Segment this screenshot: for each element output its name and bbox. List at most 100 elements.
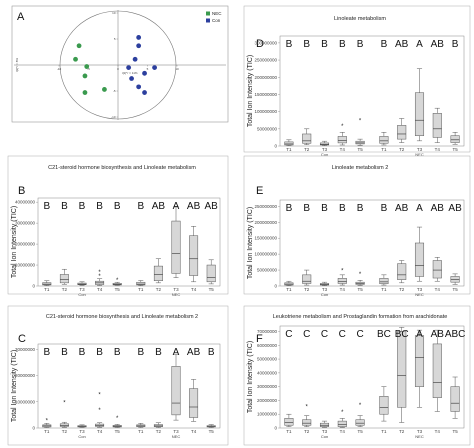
x-tick-label: T5 xyxy=(452,429,458,434)
significance-letter: B xyxy=(357,203,364,214)
y-tick-label: 30000000 xyxy=(15,347,36,352)
significance-letter: A xyxy=(173,347,180,358)
y-tick-label: 200000000 xyxy=(254,75,277,80)
y-axis-title: Total Ion Intensity (TIC) xyxy=(11,350,18,422)
y-tick-label: 40000000 xyxy=(15,200,36,205)
significance-letter: B xyxy=(357,39,364,50)
significance-letter: B xyxy=(61,347,68,358)
box xyxy=(450,276,460,283)
pca-point-con xyxy=(142,70,147,76)
significance-letter: C xyxy=(285,329,292,340)
outlier-marker: * xyxy=(359,403,362,409)
box xyxy=(136,281,146,286)
x-tick-label: T3 xyxy=(322,287,328,292)
x-tick-label: T5 xyxy=(452,147,458,152)
significance-letter: B xyxy=(96,201,103,212)
panel-label-f: F xyxy=(256,333,263,345)
box xyxy=(450,386,460,412)
x-tick-label: T1 xyxy=(381,429,387,434)
y-tick-label: 50000000 xyxy=(257,357,278,362)
pca-point-con xyxy=(136,43,142,49)
box-group: ABC T5 xyxy=(445,329,466,434)
x-tick-label: T5 xyxy=(357,147,363,152)
box-group: A T3 xyxy=(171,201,181,292)
y-axis-title: Total Ion Intensity (TIC) xyxy=(247,207,254,279)
x-tick-label: T3 xyxy=(79,287,85,292)
box-group: A T3 xyxy=(171,347,181,434)
x-tick-label: T2 xyxy=(399,287,405,292)
legend-swatch-con xyxy=(206,18,210,23)
box-group: AB T2 xyxy=(152,201,166,292)
box-group: AB T4 xyxy=(187,201,201,292)
plot-area xyxy=(279,325,465,429)
significance-letter: AB xyxy=(187,347,201,358)
box xyxy=(59,274,69,284)
y-axis-title: Total Ion Intensity (TIC) xyxy=(11,206,18,278)
x-tick-label: T2 xyxy=(62,287,68,292)
box xyxy=(42,282,52,286)
box-panel-e: E Linoleate metabolism 2 Total Ion Intensi… xyxy=(243,155,471,297)
plot-area xyxy=(279,199,465,287)
x-tick-label: T2 xyxy=(156,429,162,434)
y-tick-label: 0 xyxy=(32,426,35,431)
significance-letter: B xyxy=(321,203,328,214)
x-tick-label: T5 xyxy=(209,429,215,434)
x-tick-label: T1 xyxy=(138,287,144,292)
box-group: B T5 xyxy=(206,347,216,434)
y-tick-label: 60000000 xyxy=(257,343,278,348)
pca-point-nec xyxy=(82,90,88,95)
x-tick-label: T1 xyxy=(381,147,387,152)
significance-letter: AB xyxy=(448,203,462,214)
box-group: * C T2 xyxy=(302,329,312,434)
group-label-con: Con xyxy=(78,292,85,297)
x-tick-label: T2 xyxy=(62,429,68,434)
plot-area xyxy=(37,343,221,429)
box-group: B T1 xyxy=(379,203,389,292)
y-tick-label: 150000000 xyxy=(254,92,277,97)
box-group: * B T5 xyxy=(112,201,122,292)
x-tick-label: T1 xyxy=(286,429,292,434)
box xyxy=(397,263,407,280)
x-tick-label: T5 xyxy=(115,429,121,434)
box-group: C T1 xyxy=(284,329,294,434)
y-tick-label: 50000000 xyxy=(257,268,278,273)
box xyxy=(450,135,460,143)
significance-letter: B xyxy=(79,201,86,212)
outlier-marker: * xyxy=(63,400,66,406)
box-group: B T2 xyxy=(302,39,312,152)
box xyxy=(355,419,365,426)
significance-letter: C xyxy=(303,329,310,340)
group-label-con: Con xyxy=(321,292,328,297)
significance-letter: BC xyxy=(395,329,409,340)
box-group: AB T4 xyxy=(431,329,445,434)
box xyxy=(432,113,442,138)
box-group: B T1 xyxy=(284,203,294,292)
outlier-marker: * xyxy=(46,419,49,425)
pca-point-nec xyxy=(102,87,107,92)
box-group: AB T5 xyxy=(205,201,219,292)
box-group: * C T4 xyxy=(337,329,347,434)
x-tick-label: T3 xyxy=(417,287,423,292)
box-group: AB T4 xyxy=(431,39,445,152)
legend-label-nec: NEC xyxy=(212,11,222,16)
box-group: B T3 xyxy=(319,39,330,152)
box xyxy=(379,278,389,285)
panel-title: Linoleate metabolism 2 xyxy=(332,165,389,171)
significance-letter: A xyxy=(416,39,423,50)
box xyxy=(337,420,347,427)
outlier-marker: * xyxy=(98,274,101,280)
y-tick-label: 30000000 xyxy=(15,221,36,226)
pca-y-tick-label: -5 xyxy=(113,89,116,93)
box-panel-c: C C21-steroid hormone biosynthesis and Li… xyxy=(7,305,229,446)
significance-letter: AB xyxy=(395,39,409,50)
outlier-marker: * xyxy=(306,404,309,410)
significance-letter: B xyxy=(155,347,162,358)
box-panel-f: F Leukotriene metabolism and Prostaglandi… xyxy=(243,305,471,446)
group-label-con: Con xyxy=(321,434,328,439)
box-group: ** B T4 xyxy=(95,201,105,292)
y-tick-label: 20000000 xyxy=(15,373,36,378)
significance-letter: B xyxy=(303,39,310,50)
y-axis-title: Total Ion Intensity (TIC) xyxy=(247,55,254,127)
panel-title: Leukotriene metabolism and Prostaglandin… xyxy=(273,314,448,320)
significance-letter: A xyxy=(416,329,423,340)
